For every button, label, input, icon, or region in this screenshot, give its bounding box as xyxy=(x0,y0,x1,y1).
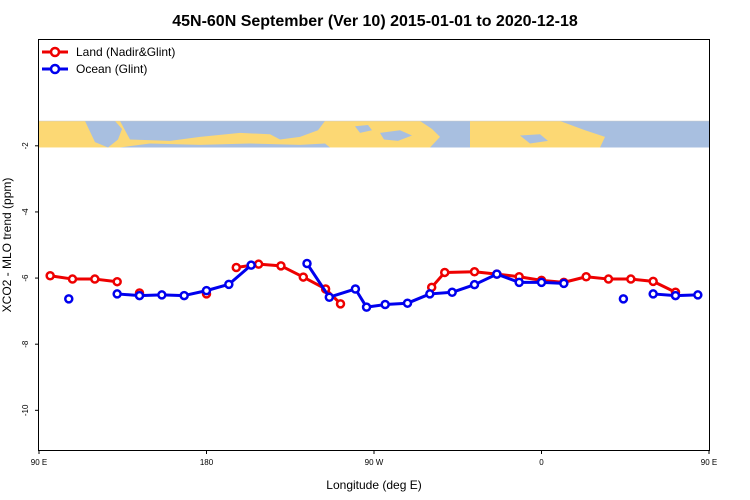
data-point xyxy=(559,278,569,289)
y-tick-label: -8 xyxy=(21,340,30,348)
map-ocean-region xyxy=(560,121,709,148)
data-point xyxy=(648,276,658,287)
data-point xyxy=(603,274,614,284)
data-point xyxy=(693,290,703,300)
data-point xyxy=(112,289,122,299)
data-point xyxy=(514,277,524,288)
map-ocean-region xyxy=(355,124,372,133)
series-layer xyxy=(45,258,703,312)
data-point xyxy=(335,299,346,309)
data-point xyxy=(618,294,629,304)
legend-ocean-marker xyxy=(49,63,61,75)
data-point xyxy=(581,271,591,282)
legend: Land (Nadir&Glint) Ocean (Glint) xyxy=(42,45,175,76)
data-point xyxy=(224,279,234,290)
map-ocean-region xyxy=(420,121,470,148)
data-point xyxy=(253,259,264,269)
world-map-band xyxy=(39,120,709,148)
data-point xyxy=(246,260,256,270)
y-tick-label: -6 xyxy=(21,274,30,282)
data-point xyxy=(536,277,547,288)
series-ocean xyxy=(64,258,703,312)
data-point xyxy=(626,274,636,284)
x-tick-label: 90 E xyxy=(701,458,717,467)
data-point xyxy=(469,279,480,290)
data-point xyxy=(439,267,450,278)
data-point xyxy=(45,271,55,281)
map-ocean-region xyxy=(120,121,325,141)
data-point xyxy=(276,261,286,271)
data-point xyxy=(402,298,413,308)
data-point xyxy=(302,258,312,269)
series-line xyxy=(49,274,118,284)
data-point xyxy=(447,287,457,298)
data-point xyxy=(179,290,189,301)
y-tick-label: -10 xyxy=(21,404,30,416)
x-tick-label: 90 E xyxy=(31,458,47,467)
data-point xyxy=(425,289,435,299)
data-point xyxy=(90,274,100,284)
x-tick-label: 0 xyxy=(539,458,544,467)
data-point xyxy=(157,290,167,300)
legend-ocean-label: Ocean (Glint) xyxy=(76,62,147,76)
map-ocean-region xyxy=(520,134,548,144)
data-point xyxy=(67,274,78,284)
data-point xyxy=(469,267,480,277)
data-point xyxy=(201,285,212,296)
y-axis: -2 -4 -6 -8 -10 xyxy=(21,142,39,416)
chart-title: 45N-60N September (Ver 10) 2015-01-01 to… xyxy=(172,13,578,30)
data-point xyxy=(324,292,335,302)
data-point xyxy=(361,302,372,312)
legend-land-label: Land (Nadir&Glint) xyxy=(76,45,175,59)
plot-frame xyxy=(38,39,710,451)
data-point xyxy=(64,294,74,304)
y-tick-label: -4 xyxy=(21,208,30,216)
x-tick-label: 180 xyxy=(200,458,214,467)
data-point xyxy=(298,272,309,282)
data-point xyxy=(231,262,242,273)
y-tick-label: -2 xyxy=(21,142,30,150)
map-ocean-region xyxy=(120,143,330,148)
data-point xyxy=(134,290,145,301)
x-axis-label: Longitude (deg E) xyxy=(326,478,421,492)
data-point xyxy=(492,269,502,279)
data-point xyxy=(350,284,361,294)
legend-land-marker xyxy=(49,46,61,58)
data-point xyxy=(670,290,681,301)
data-point xyxy=(648,289,658,299)
data-point xyxy=(380,299,390,310)
data-point xyxy=(112,276,122,287)
map-ocean-region xyxy=(380,130,412,141)
y-axis-label: XCO2 - MLO trend (ppm) xyxy=(0,178,14,313)
map-ocean-region xyxy=(85,121,122,148)
x-tick-label: 90 W xyxy=(365,458,384,467)
